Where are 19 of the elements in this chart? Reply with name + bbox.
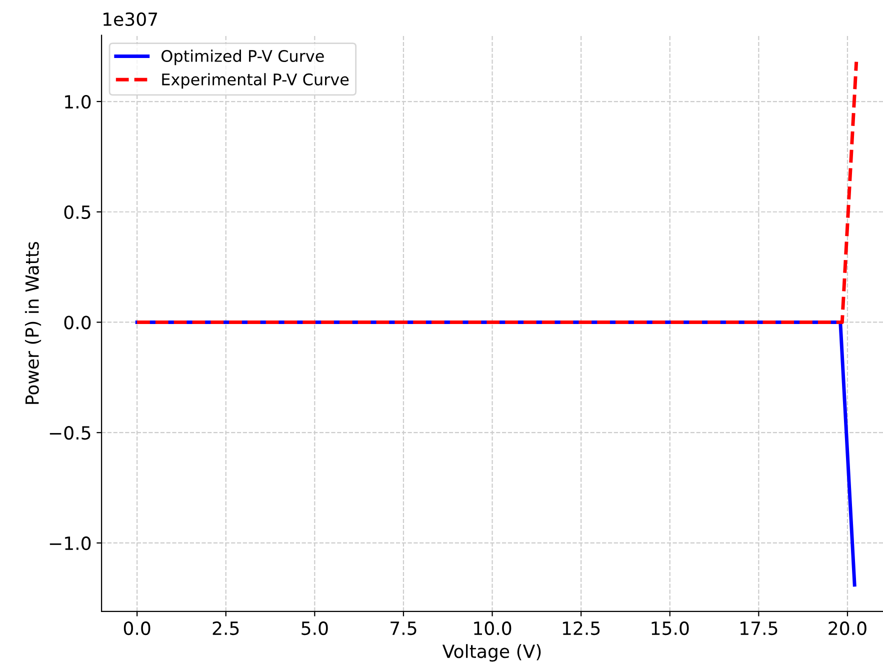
y-tick-label: −1.0 <box>50 536 91 550</box>
text: 1e307 <box>104 12 158 26</box>
y-tick-label: 1.0 <box>65 94 91 109</box>
x-tick-label: 15.0 <box>652 621 689 636</box>
x-tick-label: 0.0 <box>124 621 150 636</box>
x-tick-label: 20.0 <box>828 621 866 636</box>
x-tick-label: 17.5 <box>740 622 778 636</box>
y-tick-label: 0.0 <box>64 316 91 330</box>
x-axis-title: Voltage (V) <box>442 644 541 662</box>
x-tick-label: 10.0 <box>474 621 512 636</box>
legend-label: Optimized P-V Curve <box>162 50 324 66</box>
y-tick-label: 0.5 <box>64 205 90 219</box>
x-tick-label: 12.5 <box>562 621 600 636</box>
x-tick-label: 7.5 <box>390 622 416 636</box>
x-tick-label: 2.5 <box>212 621 239 636</box>
y-tick-label: −0.5 <box>50 426 90 440</box>
y-axis-title: Power (P) in Watts <box>24 242 42 404</box>
legend-label: Experimental P-V Curve <box>162 73 349 89</box>
x-tick-label: 5.0 <box>302 621 328 636</box>
